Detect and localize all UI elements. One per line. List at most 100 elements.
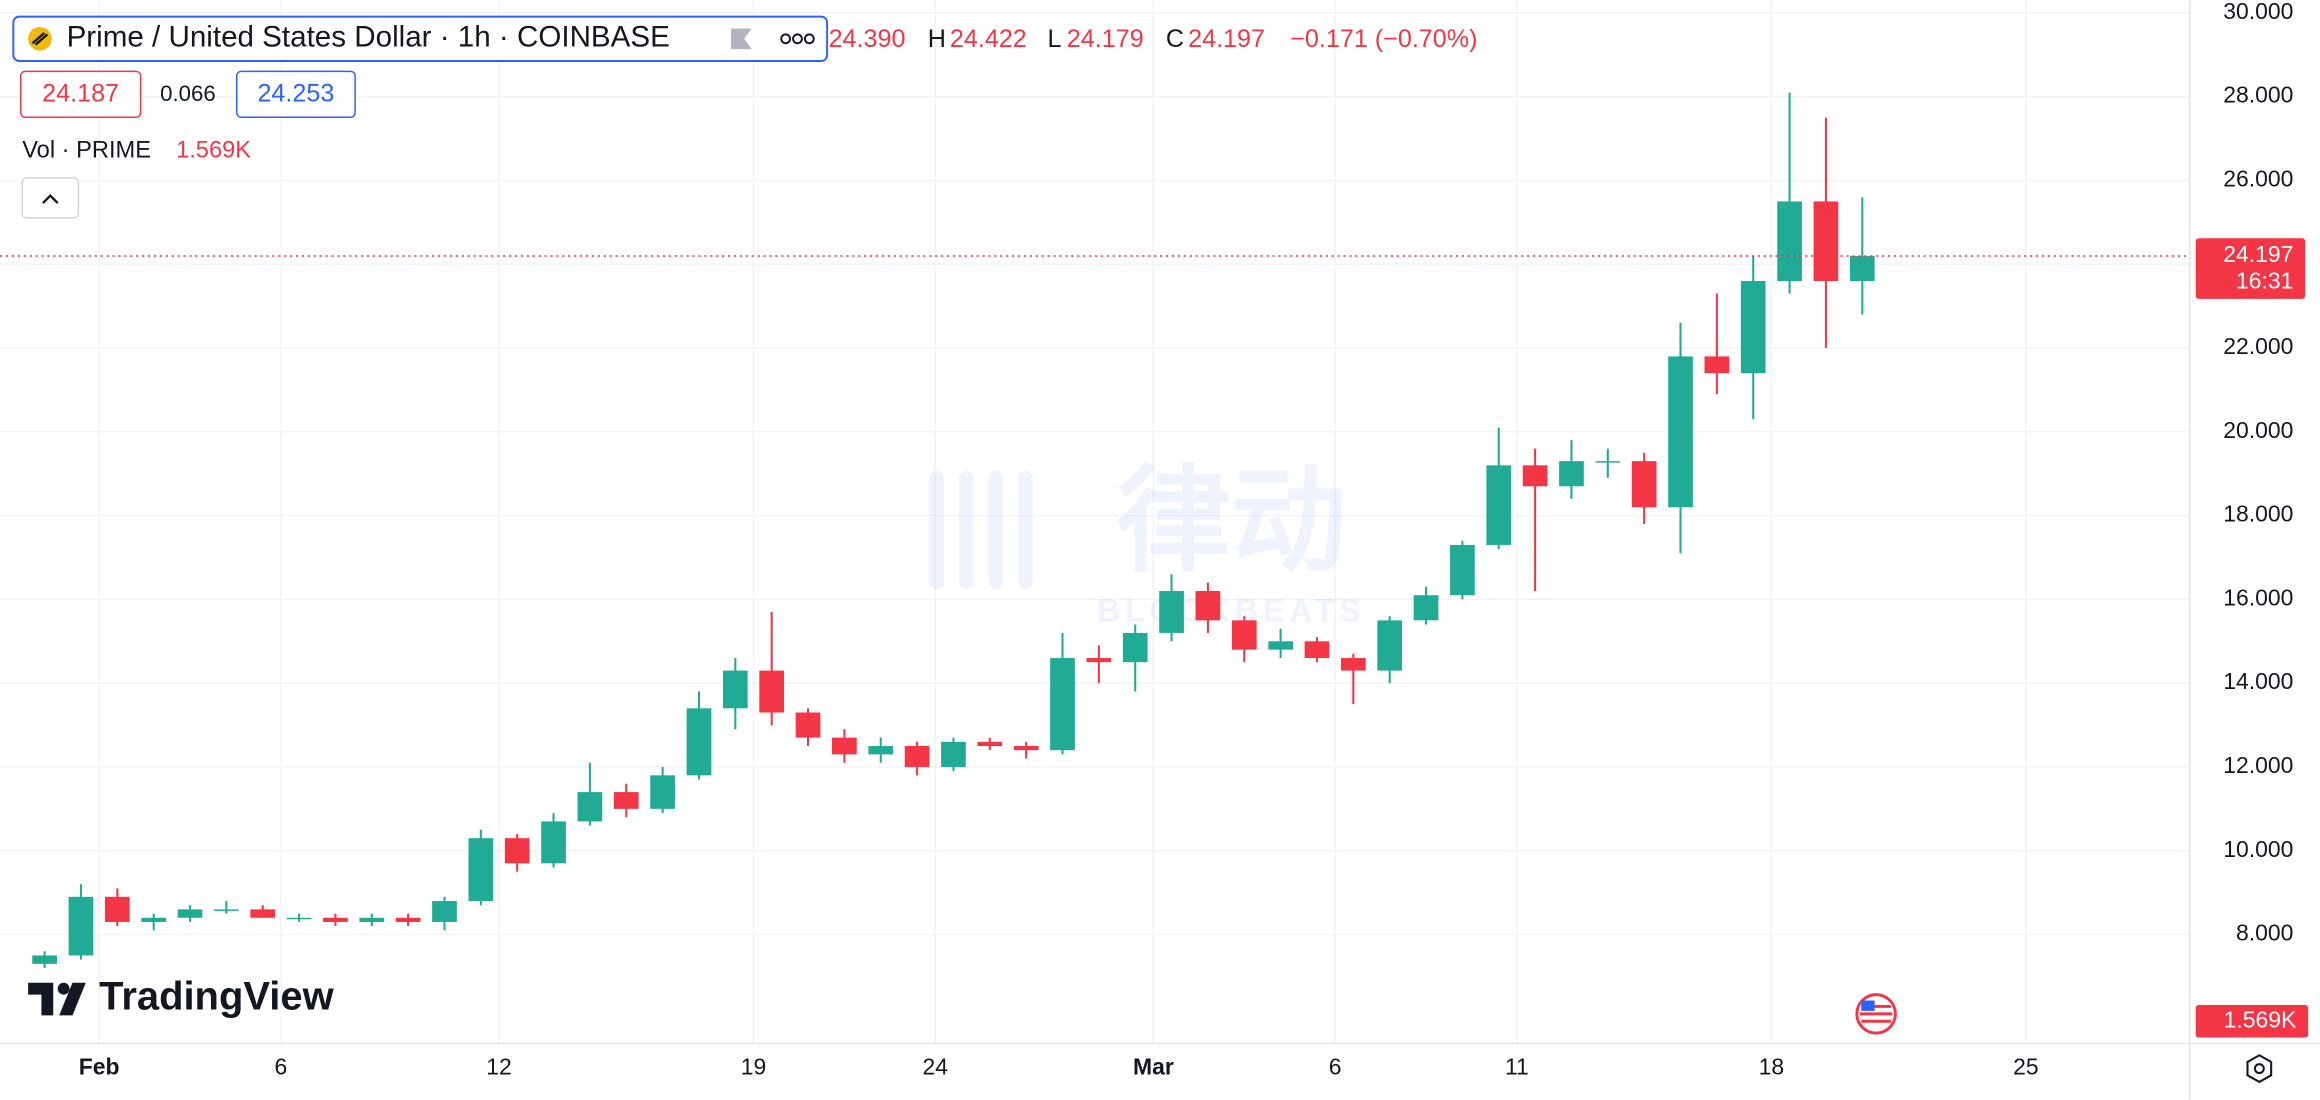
candle-body [250, 909, 276, 918]
candle-body [1304, 641, 1330, 659]
candle-body [177, 909, 203, 918]
watermark-bar [1017, 470, 1033, 590]
dot [792, 33, 803, 45]
ohlc-close: 24.197 [1188, 25, 1265, 53]
candle-body [832, 737, 857, 755]
y-tick-label: 12.000 [2223, 752, 2293, 778]
candle-body [977, 741, 1003, 747]
volume-label: Vol · PRIME [22, 138, 151, 164]
x-tick-label: 6 [1329, 1054, 1342, 1080]
candle-body [214, 909, 239, 911]
logo-text: TradingView [99, 975, 334, 1019]
candle-body [650, 775, 675, 809]
y-tick-label: 30.000 [2223, 0, 2293, 24]
symbol-box[interactable] [12, 15, 829, 62]
logo-part [59, 982, 86, 1016]
candle-body [1813, 201, 1839, 282]
candle-body [1668, 356, 1693, 508]
candle-body [1631, 461, 1657, 508]
candle-body [577, 792, 603, 822]
y-tick-label: 28.000 [2223, 82, 2293, 108]
symbol-logo-mark [31, 31, 49, 46]
ohlc-low: 24.179 [1067, 25, 1144, 53]
volume-value: 1.569K [176, 138, 251, 164]
y-tick-label: 16.000 [2223, 584, 2293, 610]
candles [32, 92, 1875, 969]
dot [803, 33, 815, 45]
candle-body [504, 838, 530, 864]
candle-body [1086, 658, 1112, 663]
x-tick-label: Feb [79, 1054, 120, 1080]
candle-body [1159, 591, 1184, 633]
ohlc-change: −0.171 (−0.70%) [1290, 25, 1477, 53]
x-tick-label: 11 [1505, 1054, 1529, 1080]
watermark: 律动 BLOCKBEATS [929, 458, 1365, 628]
ohlc-label: L [1048, 25, 1062, 53]
price-tag [2195, 238, 2306, 299]
tradingview-logo: TradingView [28, 975, 335, 1019]
buy-button[interactable] [235, 70, 356, 118]
more-button[interactable] [780, 33, 815, 45]
x-tick-label: 19 [741, 1054, 767, 1080]
y-tick-label: 26.000 [2223, 166, 2293, 192]
candle-body [286, 917, 312, 920]
sell-button[interactable] [19, 70, 142, 118]
candle-body [941, 741, 966, 767]
watermark-text: BLOCKBEATS [1097, 592, 1365, 628]
ohlc-label: C [1166, 25, 1184, 53]
candle-body [868, 746, 894, 755]
y-tick-label: 14.000 [2223, 668, 2293, 694]
y-tick-label: 22.000 [2223, 333, 2293, 359]
candle-body [759, 670, 785, 713]
flag-canton [1861, 1000, 1875, 1011]
candle-body [359, 917, 385, 922]
candle-body [686, 708, 712, 776]
chevron [42, 193, 59, 204]
volume-tag [2195, 1004, 2309, 1038]
candle-body [1340, 658, 1366, 671]
logo-part [28, 982, 54, 1016]
x-tick-label: 25 [2013, 1054, 2039, 1080]
watermark-text: 律动 [1116, 458, 1347, 586]
symbol-logo [28, 26, 52, 51]
candle-body [1559, 461, 1584, 487]
symbol-title: Prime / United States Dollar · 1h · COIN… [67, 21, 670, 54]
grid [0, 0, 2190, 1044]
dot [780, 33, 792, 45]
candle-body [32, 955, 57, 964]
flag-icon[interactable] [730, 28, 752, 50]
candle-body [104, 896, 130, 922]
candle-body [795, 712, 821, 738]
candle-body [1122, 632, 1148, 663]
ask-price: 24.253 [257, 80, 334, 108]
candle-body [432, 901, 457, 922]
candle-body [613, 792, 639, 809]
candle-body [1195, 591, 1221, 621]
candle-body [722, 670, 748, 709]
candle-body [1231, 620, 1257, 650]
candle-body [141, 917, 167, 922]
candle-body [541, 821, 566, 864]
candle-body [395, 917, 421, 922]
y-tick-label: 18.000 [2223, 501, 2293, 527]
candle-body [1486, 465, 1512, 545]
collapse-button[interactable] [21, 177, 80, 219]
y-tick-label: 8.000 [2236, 920, 2293, 946]
candle-body [1740, 281, 1766, 374]
candle-body [68, 896, 94, 956]
settings-dot [2253, 1063, 2265, 1075]
y-tick-label: 20.000 [2223, 417, 2293, 443]
candle-body [1849, 255, 1875, 282]
candle-body [468, 838, 494, 902]
candle-body [1450, 544, 1475, 596]
bid-price: 24.187 [42, 80, 119, 108]
watermark-bar [929, 470, 944, 590]
candle-body [1522, 465, 1548, 487]
watermark-bar [988, 470, 1004, 590]
candle-body [1704, 356, 1730, 374]
settings-button[interactable] [2246, 1054, 2273, 1084]
watermark-bar [958, 470, 974, 590]
price-tag-value: 24.197 [2223, 241, 2293, 267]
